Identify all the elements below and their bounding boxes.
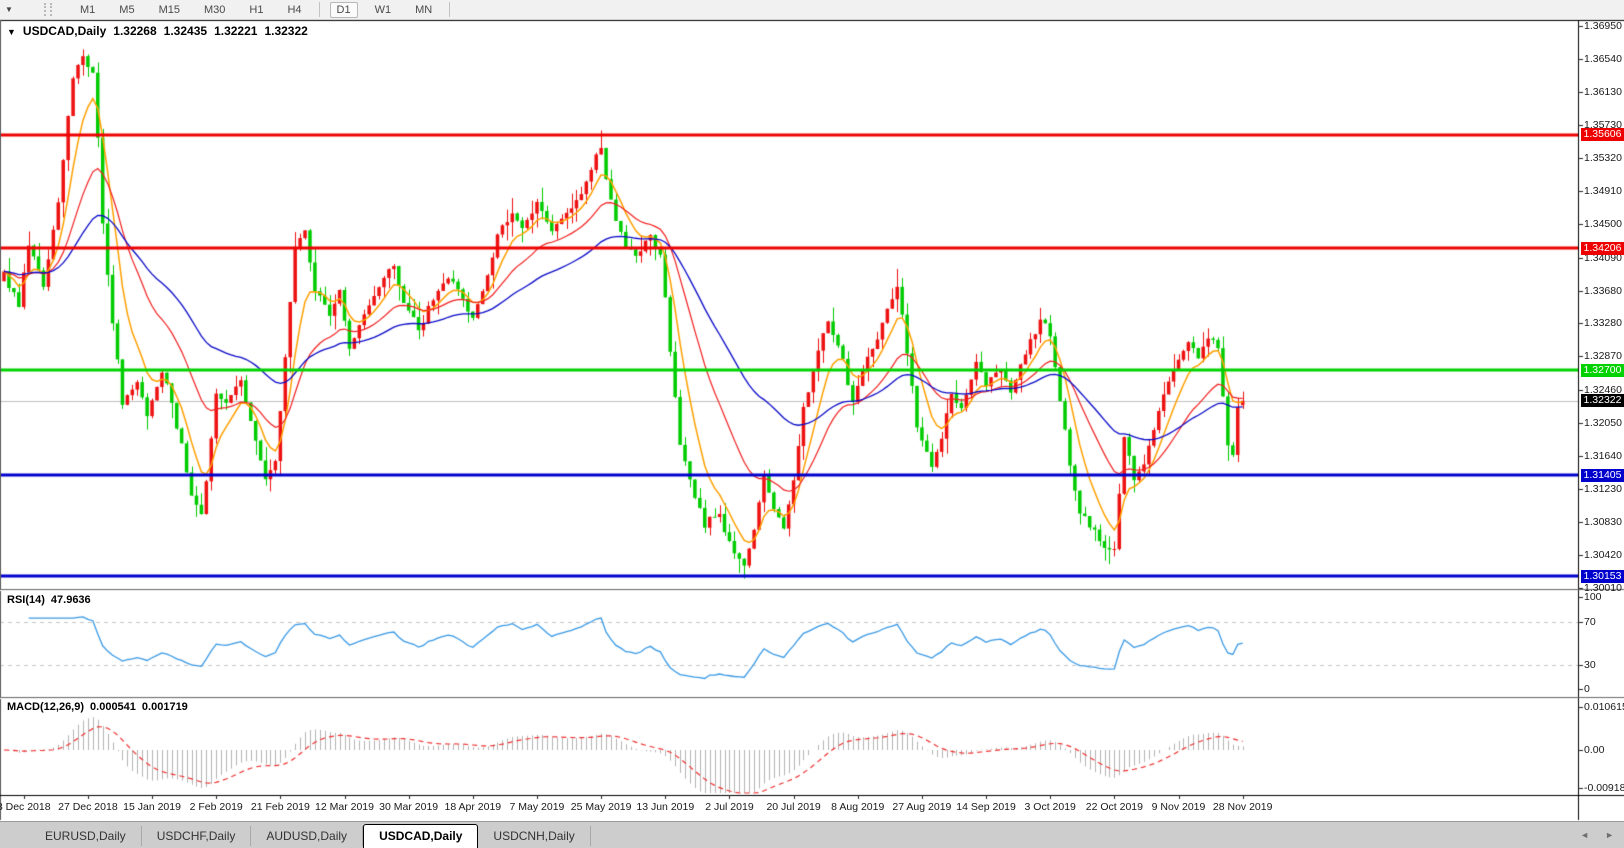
current-price-badge: 1.32322: [1581, 394, 1624, 408]
date-axis-label: 8 Dec 2018: [0, 801, 51, 813]
price-axis-tick: 1.36540: [1584, 53, 1622, 66]
price-axis-tick: 1.32870: [1584, 350, 1622, 363]
price-axis-tick: 1.36130: [1584, 86, 1622, 99]
price-axis-tick: 1.30830: [1584, 515, 1622, 528]
date-axis-label: 9 Nov 2019: [1151, 801, 1206, 813]
macd-axis-tick: 0.00: [1584, 744, 1605, 756]
ohlc-open: 1.32268: [113, 24, 157, 38]
price-axis-tick: 1.34910: [1584, 185, 1622, 198]
macd-value-signal: 0.001719: [141, 701, 188, 713]
date-axis-label: 18 Apr 2019: [444, 801, 502, 813]
timeframe-button-m30[interactable]: M30: [203, 3, 226, 16]
date-axis-label: 25 May 2019: [570, 801, 632, 813]
symbol-tab-usdcad[interactable]: USDCAD,Daily: [363, 824, 479, 848]
rsi-axis-tick: 100: [1584, 591, 1602, 603]
timeframe-button-h1[interactable]: H1: [249, 3, 264, 16]
chart-collapse-icon[interactable]: ▼: [7, 27, 16, 37]
symbol-tab-usdchf[interactable]: USDCHF,Daily: [141, 826, 252, 846]
macd-label: MACD(12,26,9) 0.000541 0.001719: [7, 701, 194, 713]
ohlc-low: 1.32221: [214, 24, 258, 38]
symbol-tabs: EURUSD,Daily USDCHF,Daily AUDUSD,Daily USDC…: [30, 824, 591, 848]
symbol-tab-bar: EURUSD,Daily USDCHF,Daily AUDUSD,Daily USDC…: [0, 821, 1624, 848]
ohlc-high: 1.32435: [163, 24, 208, 38]
timeframe-button-d1[interactable]: D1: [329, 1, 358, 18]
rsi-value: 47.9636: [50, 594, 91, 606]
date-axis-label: 2 Feb 2019: [189, 801, 243, 813]
timeframe-button-m15[interactable]: M15: [158, 3, 180, 16]
toolbar-separator: [449, 2, 451, 17]
chart-plot-area[interactable]: [0, 20, 1578, 795]
timeframe-button-mn[interactable]: MN: [415, 3, 433, 16]
date-axis-label: 20 Jul 2019: [766, 801, 821, 813]
rsi-axis-tick: 30: [1584, 658, 1596, 671]
date-axis-label: 7 May 2019: [509, 801, 565, 813]
price-level-badge: 1.34206: [1581, 241, 1624, 255]
date-axis-label: 14 Sep 2019: [956, 801, 1016, 813]
date-axis-label: 3 Oct 2019: [1024, 801, 1076, 813]
price-axis-tick: 1.35730: [1584, 118, 1622, 131]
date-axis-label: 27 Dec 2018: [58, 801, 118, 813]
price-axis-tick: 1.36950: [1584, 20, 1622, 32]
date-axis-label: 15 Jan 2019: [123, 801, 181, 813]
toolbar-separator: [318, 2, 320, 17]
price-axis-tick: 1.32460: [1584, 383, 1622, 396]
date-axis-label: 2 Jul 2019: [705, 801, 754, 813]
chart-title: ▼ USDCAD,Daily 1.32268 1.32435 1.32221 1.3232…: [7, 24, 308, 38]
toolbar-grip-handle[interactable]: [44, 3, 52, 16]
tab-scroll-controls: ◄ ►: [1580, 830, 1614, 840]
date-axis-label: 12 Mar 2019: [315, 801, 374, 813]
macd-axis-tick: 0.010615: [1584, 701, 1624, 713]
macd-axis-tick: -0.009181: [1584, 782, 1624, 794]
chart-symbol-label: USDCAD,Daily: [22, 24, 107, 38]
macd-value-main: 0.000541: [90, 701, 136, 713]
date-axis-label: 22 Oct 2019: [1085, 801, 1143, 813]
price-axis-tick: 1.32050: [1584, 416, 1622, 429]
timeframe-toolbar: ▼ M1 M5 M15 M30 H1 H4 D1 W1 MN: [0, 0, 1624, 20]
date-axis-label: 28 Nov 2019: [1212, 801, 1273, 813]
price-level-badge: 1.32700: [1581, 363, 1624, 377]
date-axis-label: 13 Jun 2019: [636, 801, 695, 813]
price-axis-tick: 1.33680: [1584, 284, 1622, 297]
timeframe-button-m5[interactable]: M5: [119, 3, 135, 16]
ohlc-close: 1.32322: [264, 24, 308, 38]
tab-scroll-left-icon[interactable]: ◄: [1580, 830, 1590, 840]
price-level-badge: 1.35606: [1581, 128, 1624, 142]
price-axis-tick: 1.35320: [1584, 151, 1622, 164]
date-axis-label: 8 Aug 2019: [831, 801, 885, 813]
symbol-tab-audusd[interactable]: AUDUSD,Daily: [251, 826, 364, 846]
price-level-badge: 1.31405: [1581, 468, 1624, 482]
chart-menu-dropdown-icon[interactable]: ▼: [5, 4, 13, 14]
tab-scroll-right-icon[interactable]: ►: [1605, 830, 1614, 840]
price-axis-tick: 1.31640: [1584, 450, 1622, 462]
price-level-badge: 1.30153: [1581, 569, 1624, 583]
rsi-label: RSI(14) 47.9636: [7, 594, 97, 606]
timeframe-button-m1[interactable]: M1: [80, 3, 96, 16]
price-axis-tick: 1.34500: [1584, 218, 1622, 231]
price-axis-tick: 1.30010: [1584, 582, 1622, 594]
symbol-tab-usdcnh[interactable]: USDCNH,Daily: [478, 826, 591, 846]
rsi-name: RSI(14): [7, 594, 45, 606]
timeframe-buttons: M1 M5 M15 M30 H1 H4 D1 W1 MN: [68, 1, 455, 18]
price-axis-tick: 1.30420: [1584, 548, 1622, 561]
date-axis-label: 27 Aug 2019: [892, 801, 952, 813]
timeframe-button-w1[interactable]: W1: [374, 3, 392, 16]
rsi-axis-tick: 0: [1584, 683, 1590, 695]
macd-name: MACD(12,26,9): [7, 701, 85, 713]
date-axis-label: 21 Feb 2019: [250, 801, 310, 813]
price-axis-tick: 1.33280: [1584, 317, 1622, 330]
rsi-axis-tick: 70: [1584, 616, 1596, 629]
price-axis-tick: 1.31230: [1584, 483, 1622, 496]
symbol-tab-eurusd[interactable]: EURUSD,Daily: [30, 826, 142, 846]
timeframe-button-h4[interactable]: H4: [287, 3, 302, 16]
date-axis-label: 30 Mar 2019: [379, 801, 439, 813]
